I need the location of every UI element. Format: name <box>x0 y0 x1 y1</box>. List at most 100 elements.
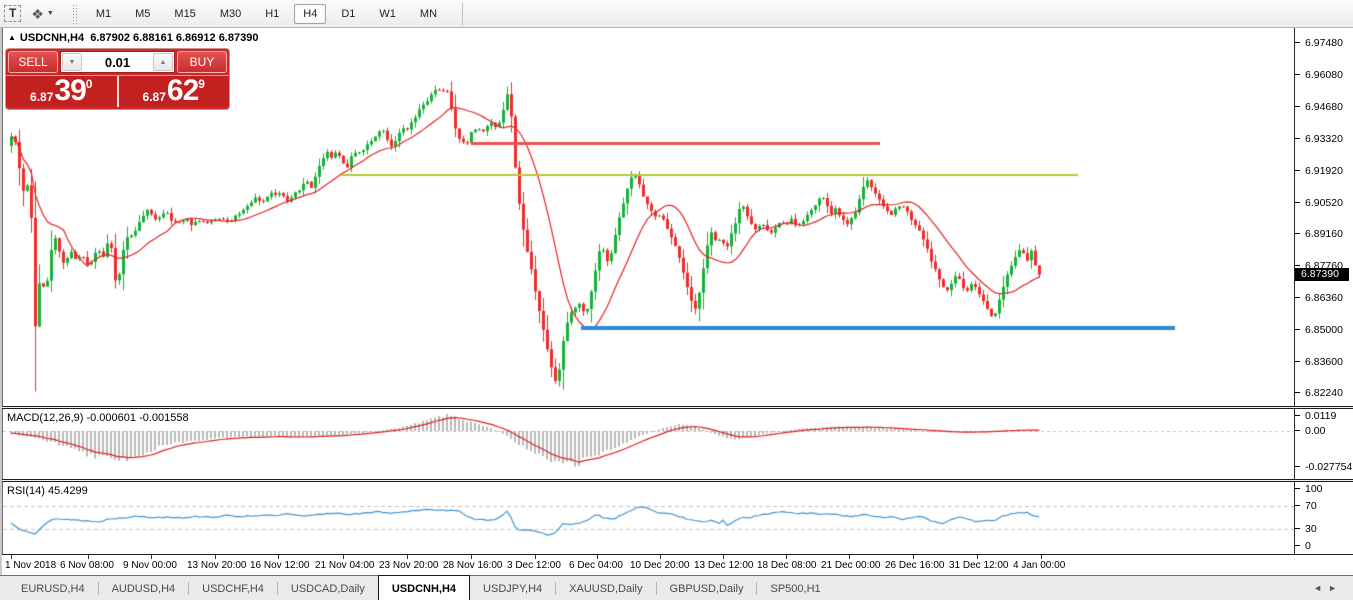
chart-tab-EURUSD-H4[interactable]: EURUSD,H4 <box>21 582 85 595</box>
rsi-label: RSI(14) 45.4299 <box>7 485 88 497</box>
price-axis-label: 6.93320 <box>1295 133 1343 145</box>
chart-tab-USDCNH-H4[interactable]: USDCNH,H4 <box>377 575 471 600</box>
triangle-marker-icon: ▲ <box>8 33 16 42</box>
time-axis-tick <box>343 555 344 559</box>
trade-controls-row: SELL ▼ ▲ BUY <box>6 49 229 75</box>
price-axis-label: 6.83600 <box>1295 356 1343 368</box>
timeframe-button-H1[interactable]: H1 <box>256 4 288 24</box>
chart-window: ▲ USDCNH,H4 6.87902 6.88161 6.86912 6.873… <box>0 28 1353 575</box>
rsi-axis-label: 70 <box>1295 500 1317 512</box>
timeframe-button-MN[interactable]: MN <box>411 4 446 24</box>
chart-tab-AUDUSD-H4[interactable]: AUDUSD,H4 <box>111 582 176 595</box>
rsi-axis-label: 0 <box>1295 540 1311 552</box>
price-axis-label: 6.89160 <box>1295 228 1343 240</box>
time-axis-label: 31 Dec 12:00 <box>949 560 1009 571</box>
rsi-axis[interactable]: 100 70 30 0 <box>1295 482 1352 554</box>
time-axis-row: 1 Nov 2018 6 Nov 08:00 9 Nov 00:00 13 Nov 2… <box>2 554 1353 575</box>
rsi-axis-label: 100 <box>1295 483 1323 495</box>
time-axis-label: 23 Nov 20:00 <box>379 560 439 571</box>
macd-canvas[interactable] <box>3 409 1294 479</box>
time-axis-tick <box>1041 555 1042 559</box>
tabs-scroll-right-icon[interactable]: ► <box>1328 583 1343 593</box>
price-plot[interactable]: ▲ USDCNH,H4 6.87902 6.88161 6.86912 6.873… <box>2 28 1295 406</box>
rsi-plot[interactable]: RSI(14) 45.4299 <box>2 482 1295 554</box>
macd-axis-label: 0.0119 <box>1295 410 1336 422</box>
price-axis-label: 6.82240 <box>1295 387 1343 399</box>
rsi-panel-row: RSI(14) 45.4299 100 70 30 0 <box>2 482 1353 554</box>
chart-ohlc: 6.87902 6.88161 6.86912 6.87390 <box>90 32 259 44</box>
timeframe-button-W1[interactable]: W1 <box>370 4 405 24</box>
time-axis-tick <box>151 555 152 559</box>
tab-separator <box>276 582 278 595</box>
time-axis-label: 18 Dec 08:00 <box>757 560 817 571</box>
timeframe-button-D1[interactable]: D1 <box>332 4 364 24</box>
tab-separator <box>555 582 557 595</box>
buy-price-big: 62 <box>166 74 199 107</box>
chart-tab-SP500-H1[interactable]: SP500,H1 <box>770 582 821 595</box>
sell-button[interactable]: SELL <box>8 51 58 73</box>
one-click-trading-panel: SELL ▼ ▲ BUY 6.87 39 0 <box>6 49 229 109</box>
price-panel-row: ▲ USDCNH,H4 6.87902 6.88161 6.86912 6.873… <box>2 28 1353 406</box>
macd-axis[interactable]: 0.0119 0.00 -0.027754 <box>1295 409 1352 479</box>
sell-price-prefix: 6.87 <box>30 90 54 104</box>
chart-tab-USDCHF-H4[interactable]: USDCHF,H4 <box>202 582 264 595</box>
timeframe-button-M30[interactable]: M30 <box>211 4 250 24</box>
chart-tab-GBPUSD-Daily[interactable]: GBPUSD,Daily <box>669 582 744 595</box>
time-axis-tick <box>88 555 89 559</box>
price-axis-label: 6.90520 <box>1295 197 1343 209</box>
time-axis-label: 16 Nov 12:00 <box>250 560 310 571</box>
macd-plot[interactable]: MACD(12,26,9) -0.000601 -0.001558 <box>2 409 1295 479</box>
time-axis-label: 6 Nov 08:00 <box>60 560 114 571</box>
time-axis[interactable]: 1 Nov 2018 6 Nov 08:00 9 Nov 00:00 13 Nov 2… <box>2 555 1295 575</box>
toolbar-grip[interactable] <box>71 3 79 24</box>
timeframe-button-M1[interactable]: M1 <box>87 4 120 24</box>
time-axis-label: 28 Nov 16:00 <box>443 560 503 571</box>
sell-price[interactable]: 6.87 39 0 <box>6 76 119 107</box>
trade-price-row: 6.87 39 0 6.87 62 9 <box>6 75 229 107</box>
buy-button[interactable]: BUY <box>177 51 227 73</box>
price-axis-label: 6.97480 <box>1295 37 1343 49</box>
text-tool-button[interactable]: T <box>4 5 22 22</box>
tab-separator <box>756 582 758 595</box>
timeframe-button-M15[interactable]: M15 <box>165 4 204 24</box>
toolbar-separator <box>462 2 464 25</box>
drawing-style-dropdown[interactable]: ❖ ▼ <box>31 7 54 21</box>
time-axis-label: 26 Dec 16:00 <box>885 560 945 571</box>
rsi-canvas[interactable] <box>3 482 1294 554</box>
time-axis-label: 6 Dec 04:00 <box>569 560 623 571</box>
timeframe-button-M5[interactable]: M5 <box>126 4 159 24</box>
time-axis-tick <box>535 555 536 559</box>
chart-tab-USDCAD-Daily[interactable]: USDCAD,Daily <box>290 582 365 595</box>
rsi-axis-label: 30 <box>1295 523 1317 535</box>
time-axis-tick <box>660 555 661 559</box>
time-axis-tick <box>11 555 12 559</box>
volume-input[interactable] <box>83 52 152 72</box>
volume-increase-button[interactable]: ▲ <box>153 53 173 71</box>
macd-panel-row: MACD(12,26,9) -0.000601 -0.001558 0.0119… <box>2 409 1353 479</box>
time-axis-label: 13 Nov 20:00 <box>187 560 247 571</box>
time-axis-tick <box>849 555 850 559</box>
sell-price-sup: 0 <box>85 77 93 91</box>
time-axis-label: 10 Dec 20:00 <box>630 560 690 571</box>
time-axis-label: 21 Dec 00:00 <box>821 560 881 571</box>
buy-price[interactable]: 6.87 62 9 <box>118 74 229 107</box>
price-axis[interactable]: 6.97480 6.96080 6.94680 6.93320 6.91920 6.905… <box>1295 28 1352 406</box>
chart-tab-XAUUSD-Daily[interactable]: XAUUSD,Daily <box>569 582 643 595</box>
time-axis-tick <box>786 555 787 559</box>
panel-splitter[interactable] <box>2 406 1353 409</box>
volume-decrease-button[interactable]: ▼ <box>62 53 82 71</box>
macd-axis-label: 0.00 <box>1295 425 1325 437</box>
chevron-down-icon: ▼ <box>46 10 54 17</box>
timeframe-button-H4[interactable]: H4 <box>294 3 327 24</box>
chart-tab-USDJPY-H4[interactable]: USDJPY,H4 <box>483 582 543 595</box>
time-axis-tick <box>471 555 472 559</box>
tab-separator <box>188 582 190 595</box>
sell-price-big: 39 <box>54 74 86 107</box>
panel-splitter[interactable] <box>2 479 1353 482</box>
price-axis-label: 6.94680 <box>1295 101 1343 113</box>
tabs-scroll-left-icon[interactable]: ◄ <box>1313 583 1329 593</box>
tab-separator <box>97 582 99 595</box>
time-axis-label: 3 Dec 12:00 <box>507 560 561 571</box>
time-axis-tick <box>597 555 598 559</box>
